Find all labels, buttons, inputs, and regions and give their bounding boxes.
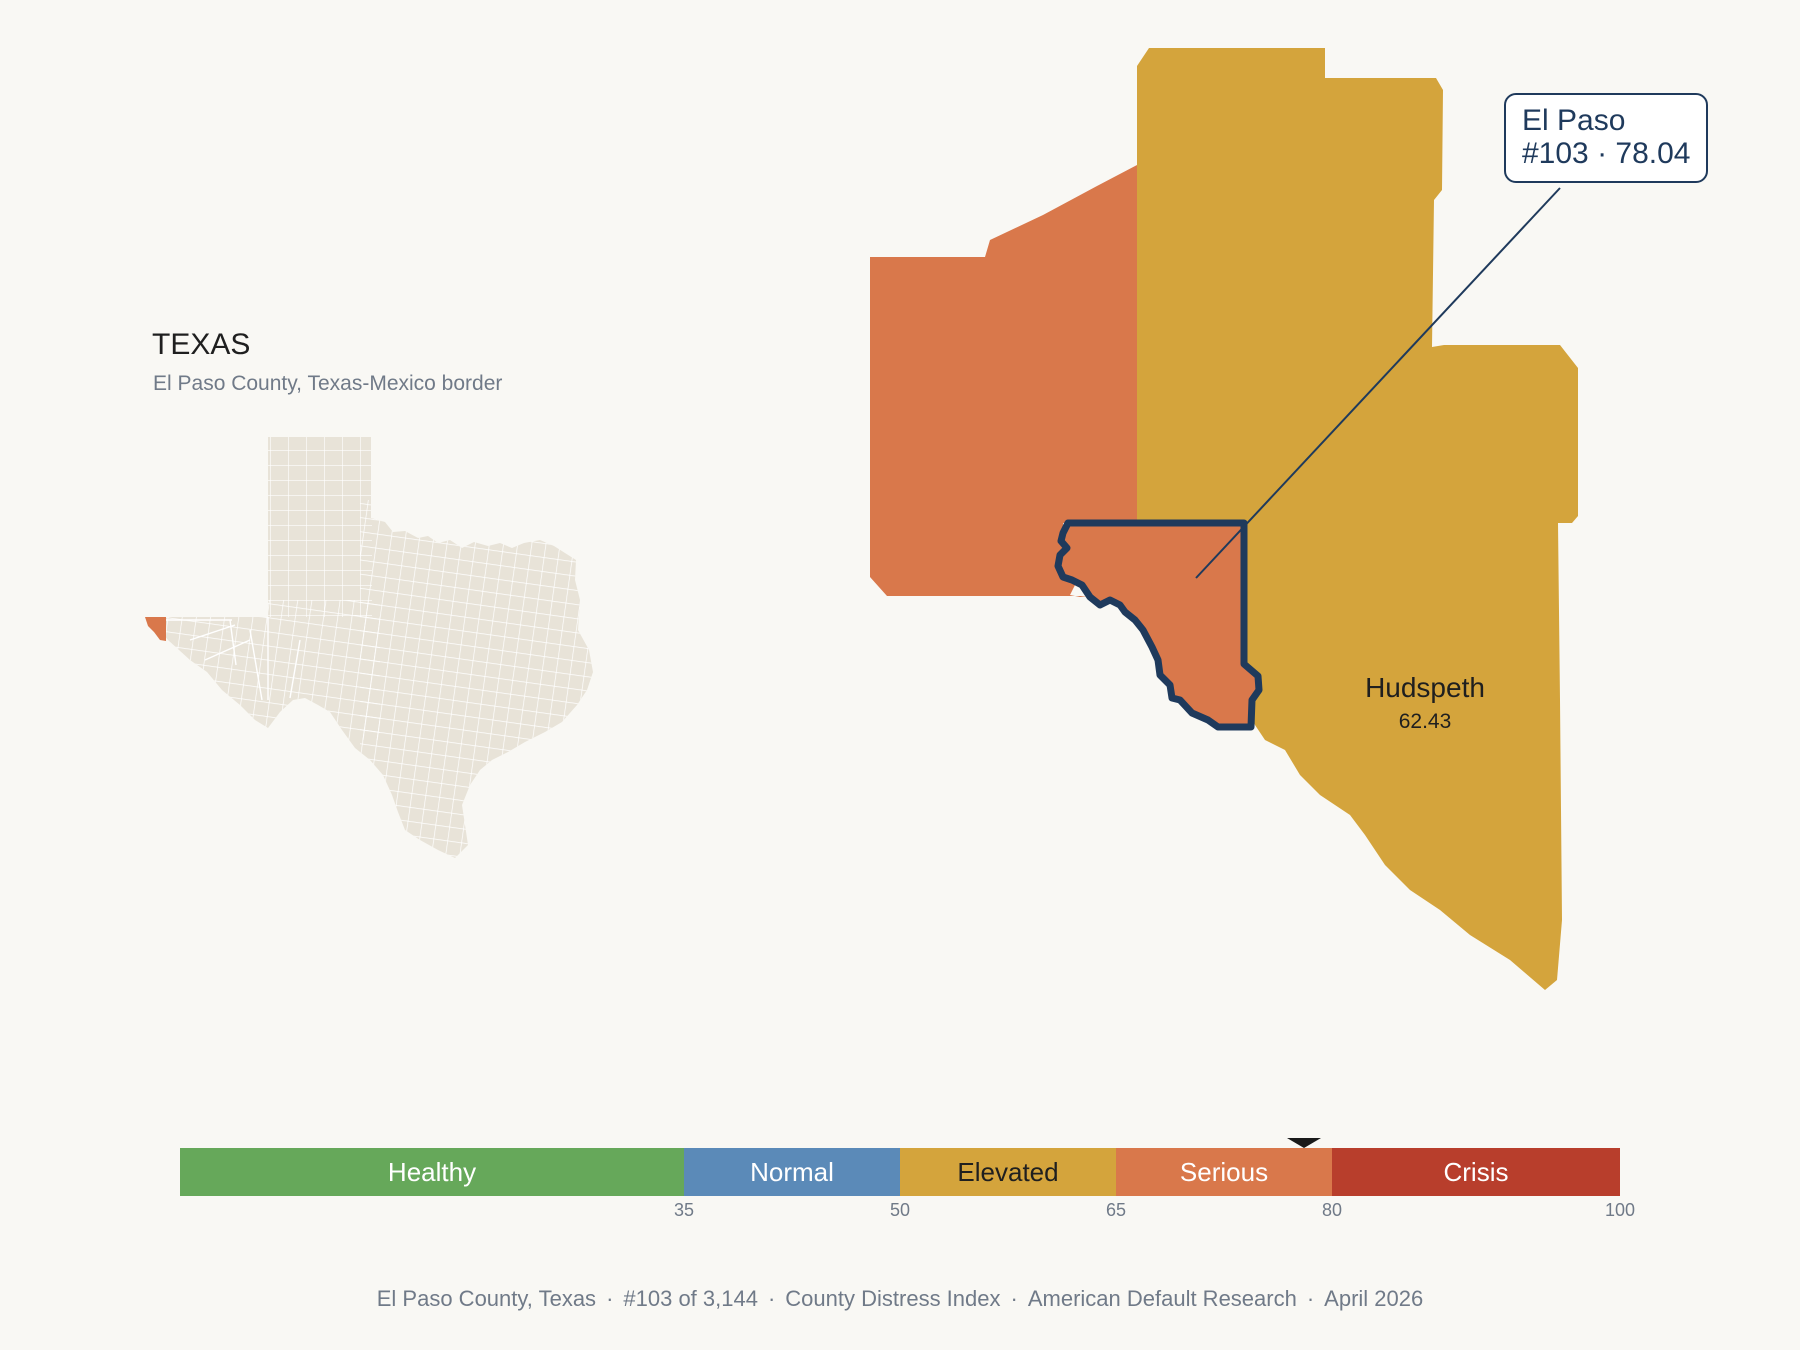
texas-county-lines	[146, 437, 593, 858]
focus-county-callout: El Paso #103 · 78.04	[1504, 93, 1708, 183]
callout-county-name: El Paso	[1522, 104, 1626, 137]
footer-date: April 2026	[1324, 1286, 1424, 1311]
scale-segment-serious: Serious	[1116, 1148, 1332, 1196]
county-hudspeth-northcol	[1137, 200, 1147, 523]
distress-scale-bar: Healthy Normal Elevated Serious Crisis	[180, 1148, 1620, 1196]
scale-tick: 50	[889, 1200, 911, 1220]
footer-index-name: County Distress Index	[785, 1286, 1001, 1311]
scale-segment-healthy: Healthy	[180, 1148, 684, 1196]
county-detail-map	[870, 48, 1578, 990]
texas-el-paso-highlight	[145, 617, 166, 641]
footer-county: El Paso County, Texas	[376, 1286, 597, 1311]
scale-segment-normal: Normal	[684, 1148, 900, 1196]
scale-tick: 80	[1321, 1200, 1343, 1220]
neighbor-label-hudspeth: Hudspeth 62.43	[1320, 672, 1530, 734]
neighbor-name: Hudspeth	[1365, 672, 1485, 703]
scale-marker-icon	[1286, 1138, 1321, 1148]
county-culberson	[1137, 48, 1578, 523]
scale-ticks: 35 50 65 80 100	[0, 1200, 1800, 1224]
scale-segment-elevated: Elevated	[900, 1148, 1116, 1196]
county-otero	[870, 165, 1137, 597]
footer-publisher: American Default Research	[1027, 1286, 1297, 1311]
scale-segment-label: Healthy	[387, 1156, 477, 1187]
neighbor-score: 62.43	[1398, 710, 1452, 733]
scale-segment-label: Normal	[750, 1156, 834, 1187]
scale-segment-label: Serious	[1179, 1156, 1269, 1187]
callout-rank-score: #103 · 78.04	[1522, 137, 1691, 170]
county-hudspeth	[1244, 523, 1562, 990]
county-el-paso	[1054, 519, 1263, 731]
inset-state-title: TEXAS	[152, 328, 251, 361]
callout-leader-line	[1195, 187, 1561, 579]
footer-credits: El Paso County, Texas · #103 of 3,144 · Coun…	[376, 1286, 1424, 1311]
texas-inset-map	[145, 437, 593, 858]
footer-rank: #103 of 3,144	[623, 1286, 758, 1311]
scale-segment-label: Crisis	[1443, 1156, 1509, 1187]
scale-tick: 35	[673, 1200, 695, 1220]
scale-segment-label: Elevated	[957, 1156, 1059, 1187]
inset-subtitle: El Paso County, Texas-Mexico border	[153, 372, 503, 395]
scale-tick: 65	[1105, 1200, 1127, 1220]
scale-segment-crisis: Crisis	[1332, 1148, 1620, 1196]
scale-tick: 100	[1604, 1200, 1636, 1220]
